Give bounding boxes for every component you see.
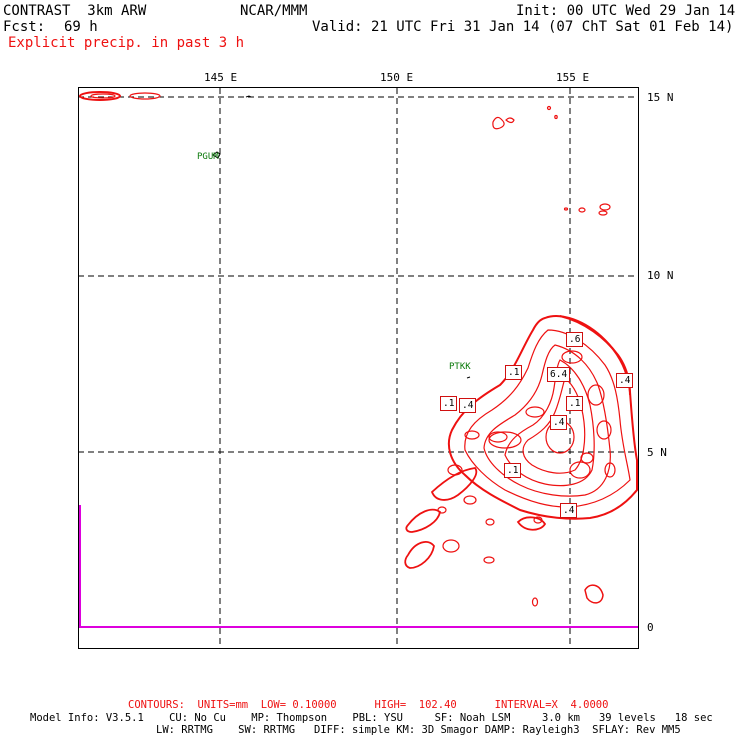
lon-label-150e: 150 E bbox=[380, 71, 414, 84]
valid-time: Valid: 21 UTC Fri 31 Jan 14 (07 ChT Sat … bbox=[312, 19, 734, 35]
contour-label: .4 bbox=[459, 398, 477, 413]
contour-system-4 bbox=[504, 359, 595, 487]
contour-label: .1 bbox=[440, 396, 458, 411]
contour-sw-band-3 bbox=[404, 541, 435, 569]
contour-s-cell bbox=[516, 516, 547, 531]
lon-label-145e: 145 E bbox=[204, 71, 238, 84]
ptkk-mark bbox=[466, 376, 471, 379]
contour-s-cell-3 bbox=[531, 597, 539, 607]
contour-sw-band-1 bbox=[430, 467, 478, 501]
contour-label: .6 bbox=[566, 332, 584, 347]
contour-sw-7 bbox=[483, 556, 495, 564]
contour-label: 6.4 bbox=[547, 367, 571, 382]
lat-label-0: 0 bbox=[647, 621, 654, 634]
field-title: Explicit precip. in past 3 h bbox=[8, 35, 245, 51]
domain-boundary bbox=[79, 505, 638, 628]
contour-nw-1 bbox=[79, 91, 121, 101]
contour-system-3 bbox=[483, 344, 611, 497]
contour-core-2 bbox=[569, 461, 591, 479]
station-ptkk: PTKK bbox=[449, 362, 471, 372]
island-mark bbox=[245, 95, 252, 98]
lat-label-15n: 15 N bbox=[647, 91, 674, 104]
init-time: Init: 00 UTC Wed 29 Jan 14 bbox=[516, 3, 736, 19]
contour-system-5 bbox=[522, 376, 586, 474]
contour-label: .4 bbox=[560, 503, 578, 518]
contour-sw-6 bbox=[485, 518, 495, 526]
contour-label: .4 bbox=[550, 415, 568, 430]
contour-core-8 bbox=[596, 420, 612, 440]
contour-ne-3 bbox=[599, 203, 611, 211]
center-label: NCAR/MMM bbox=[240, 3, 308, 19]
contour-label: .1 bbox=[505, 365, 523, 380]
contour-core-10 bbox=[580, 452, 594, 464]
model-info: Model Info: V3.5.1 CU: No Cu MP: Thompso… bbox=[30, 712, 713, 724]
contour-s-cell-2 bbox=[533, 516, 543, 524]
model-info-physics: LW: RRTMG SW: RRTMG DIFF: simple KM: 3D … bbox=[156, 724, 681, 736]
contour-label: .1 bbox=[504, 463, 522, 478]
contour-w-cell bbox=[447, 464, 463, 476]
contour-nw-2 bbox=[90, 93, 116, 99]
guam-outline bbox=[212, 151, 221, 159]
contour-ne-7 bbox=[546, 105, 552, 111]
model-title: CONTRAST 3km ARW bbox=[3, 3, 147, 19]
contour-sw-band-2 bbox=[405, 508, 441, 533]
contour-core-7 bbox=[587, 384, 605, 406]
station-pgum: PGUM bbox=[197, 152, 219, 162]
contour-ne-6 bbox=[563, 207, 569, 211]
contour-ne-8 bbox=[554, 114, 558, 120]
contour-core-5 bbox=[488, 431, 508, 443]
contour-core-6 bbox=[464, 430, 480, 440]
precip-contours bbox=[79, 91, 638, 607]
contour-ne-2 bbox=[505, 117, 515, 124]
contour-ne-1 bbox=[492, 116, 505, 130]
lat-label-10n: 10 N bbox=[647, 269, 674, 282]
contour-core-11 bbox=[604, 462, 616, 478]
fcst-value: 69 h bbox=[64, 19, 98, 35]
fcst-label: Fcst: bbox=[3, 19, 46, 35]
contour-core-3 bbox=[525, 406, 545, 418]
contour-system-outer bbox=[447, 315, 638, 520]
lon-label-155e: 155 E bbox=[556, 71, 590, 84]
contour-label: .4 bbox=[616, 373, 634, 388]
contour-ne-4 bbox=[598, 210, 608, 216]
contour-se-cell-2 bbox=[463, 495, 477, 505]
contour-core-4 bbox=[488, 431, 522, 449]
contour-se-cell bbox=[584, 584, 604, 604]
contour-label: .1 bbox=[566, 396, 584, 411]
contour-sw-5 bbox=[437, 506, 447, 514]
contour-core-9 bbox=[561, 350, 583, 364]
contour-info: CONTOURS: UNITS=mm LOW= 0.10000 HIGH= 10… bbox=[128, 699, 609, 711]
contour-system-2 bbox=[464, 329, 631, 508]
contour-nw-3 bbox=[129, 92, 161, 100]
map-frame bbox=[78, 87, 639, 649]
contour-sw-4 bbox=[442, 539, 460, 553]
lat-label-5n: 5 N bbox=[647, 446, 667, 459]
contour-ne-5 bbox=[578, 207, 586, 213]
